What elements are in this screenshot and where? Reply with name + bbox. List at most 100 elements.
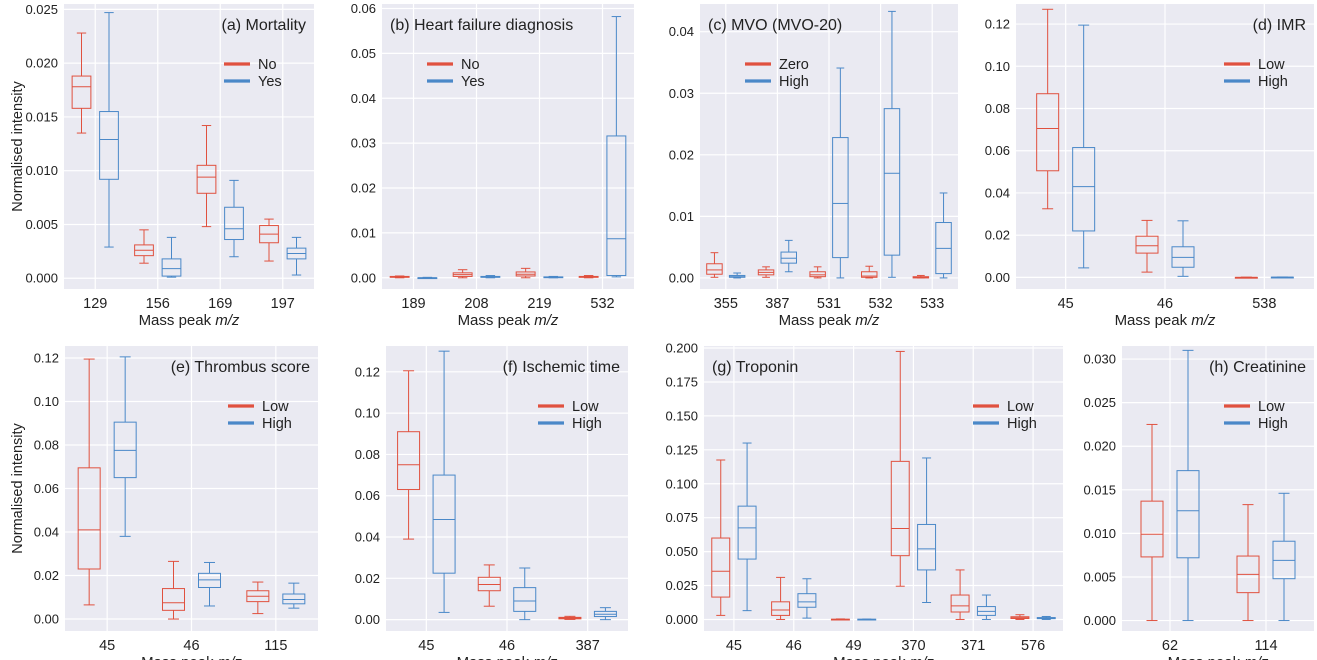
x-tick-label: 46 [786, 638, 802, 654]
box-low-45 [397, 370, 421, 540]
y-tick-label: 0.04 [351, 91, 376, 106]
y-tick-label: 0.04 [355, 530, 380, 545]
x-tick-label: 538 [1252, 296, 1276, 312]
x-tick-label: 129 [83, 296, 107, 312]
box-iqr [711, 537, 731, 598]
box-zero-355 [706, 252, 723, 278]
box-yes-169 [224, 179, 244, 258]
y-tick-label: 0.00 [669, 270, 694, 285]
legend-label: No [258, 57, 277, 73]
y-tick-label: 0.175 [665, 374, 698, 389]
y-tick-label: 0.005 [1083, 569, 1116, 584]
y-tick-label: 0.020 [25, 56, 58, 71]
box-iqr [890, 460, 910, 557]
box-iqr [397, 431, 421, 491]
box-yes-219 [543, 275, 564, 279]
box-iqr [780, 251, 797, 264]
legend-label: Yes [461, 74, 485, 90]
box-no-219 [515, 267, 536, 279]
panel-title: (g) Troponin [712, 359, 798, 376]
box-zero-387 [757, 266, 775, 278]
x-tick-label: 45 [418, 638, 434, 654]
x-tick-label: 115 [264, 638, 287, 654]
box-yes-532 [606, 16, 627, 278]
y-tick-label: 0.01 [669, 209, 694, 224]
box-iqr [832, 137, 849, 259]
x-tick-label: 45 [99, 638, 115, 654]
box-iqr [71, 75, 92, 109]
panel-title: (f) Ischemic time [503, 359, 620, 376]
y-tick-label: 0.04 [669, 24, 694, 39]
box-low-538 [1234, 276, 1258, 279]
box-iqr [162, 588, 185, 611]
y-tick-label: 0.12 [985, 17, 1010, 32]
y-tick-label: 0.075 [665, 510, 698, 525]
y-tick-label: 0.02 [351, 181, 376, 196]
x-tick-label: 371 [961, 638, 985, 654]
y-tick-label: 0.00 [985, 270, 1010, 285]
box-high-46 [198, 561, 221, 607]
x-tick-label: 355 [714, 296, 738, 312]
box-low-45 [77, 358, 101, 606]
box-high-62 [1176, 349, 1200, 622]
legend-label: High [779, 74, 809, 90]
box-iqr [77, 467, 101, 570]
legend-label: High [572, 416, 602, 432]
panel-title: (c) MVO (MVO-20) [708, 17, 842, 34]
panel-1: 0.000 0.005 0.010 0.015 0.020 0.025 129 156 169 1… [10, 2, 314, 329]
box-iqr [861, 271, 878, 278]
y-tick-label: 0.03 [669, 86, 694, 101]
box-no-129 [71, 32, 92, 134]
box-low-115 [246, 581, 270, 615]
box-iqr [1036, 93, 1060, 172]
y-tick-label: 0.05 [351, 46, 376, 61]
box-high-46 [1171, 220, 1195, 277]
legend-label: Low [572, 399, 599, 415]
panel-6: 0.00 0.02 0.04 0.06 0.08 0.10 0.12 45 46 387 (f) I… [355, 346, 628, 660]
box-iqr [513, 587, 537, 612]
box-high-45 [737, 442, 757, 612]
box-low-46 [1135, 219, 1159, 273]
y-tick-label: 0.10 [985, 59, 1010, 74]
y-tick-label: 0.08 [34, 437, 59, 452]
y-tick-label: 0.02 [355, 571, 380, 586]
box-low-370 [890, 350, 910, 587]
x-axis-label: Mass peak m/z [833, 654, 934, 660]
box-low-45 [711, 459, 731, 616]
y-tick-label: 0.030 [1083, 352, 1116, 367]
y-tick-label: 0.00 [34, 612, 59, 627]
box-yes-156 [161, 236, 182, 278]
y-tick-label: 0.100 [665, 476, 698, 491]
y-tick-label: 0.01 [351, 225, 376, 240]
y-tick-label: 0.04 [34, 525, 59, 540]
y-tick-label: 0.050 [665, 544, 698, 559]
x-tick-label: 45 [726, 638, 742, 654]
x-tick-label: 387 [576, 638, 600, 654]
x-axis-label: Mass peak m/z [458, 312, 559, 329]
box-high-531 [832, 67, 849, 279]
y-tick-label: 0.12 [355, 364, 380, 379]
x-tick-label: 169 [208, 296, 232, 312]
box-low-49 [830, 618, 850, 621]
y-tick-label: 0.025 [665, 578, 698, 593]
y-tick-label: 0.02 [985, 228, 1010, 243]
y-tick-label: 0.150 [665, 408, 698, 423]
y-tick-label: 0.06 [985, 143, 1010, 158]
panel-title: (b) Heart failure diagnosis [390, 17, 573, 34]
x-tick-label: 49 [846, 638, 862, 654]
x-tick-label: 533 [920, 296, 944, 312]
box-high-371 [976, 594, 996, 620]
x-tick-label: 532 [868, 296, 892, 312]
y-tick-label: 0.005 [25, 217, 58, 232]
y-tick-label: 0.025 [1083, 395, 1116, 410]
panel-3: 0.00 0.01 0.02 0.03 0.04 355 387 531 532 533 (c) M… [669, 4, 958, 329]
panel-title: (a) Mortality [222, 17, 306, 34]
box-iqr [706, 263, 723, 275]
box-yes-189 [417, 276, 438, 280]
box-high-49 [857, 618, 877, 621]
x-axis-label: Mass peak m/z [141, 654, 242, 660]
box-iqr [883, 108, 901, 256]
x-tick-label: 156 [146, 296, 170, 312]
box-high-387 [593, 607, 617, 621]
box-iqr [606, 135, 627, 277]
